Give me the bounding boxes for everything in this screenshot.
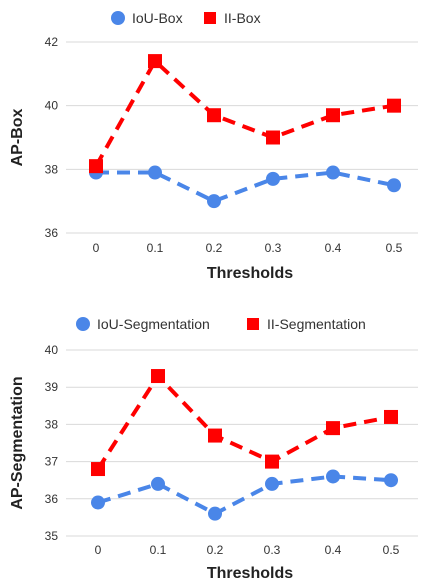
data-point (265, 454, 279, 469)
data-point (387, 98, 401, 113)
legend-item: II-Segmentation (247, 316, 366, 332)
series-line (94, 57, 395, 168)
y-tick-label: 40 (45, 99, 59, 113)
data-point (266, 171, 280, 186)
y-tick-label: 35 (45, 529, 59, 543)
y-tick-label: 40 (45, 343, 59, 357)
series-line (96, 170, 395, 204)
y-tick-label: 38 (45, 417, 59, 431)
x-tick-label: 0.1 (150, 543, 167, 557)
legend-square-icon (204, 12, 216, 24)
x-tick-label: 0.5 (383, 543, 400, 557)
legend-label: IoU-Box (132, 10, 183, 26)
data-point (91, 495, 105, 510)
y-tick-label: 42 (45, 35, 59, 49)
data-point (326, 108, 340, 123)
data-point (91, 462, 105, 477)
data-point (326, 469, 340, 484)
y-tick-label: 37 (45, 455, 59, 469)
x-tick-label: 0 (95, 543, 102, 557)
data-point (384, 473, 398, 488)
x-tick-label: 0.3 (264, 543, 281, 557)
x-tick-label: 0.3 (265, 241, 282, 255)
data-point (151, 369, 165, 384)
x-axis-title: Thresholds (207, 265, 293, 282)
data-point (387, 178, 401, 193)
data-point (265, 476, 279, 491)
chart-1: 36 38 40 42 0 0.1 0.2 0.3 0.4 0.5 Thresholds AP-Box… (9, 10, 418, 282)
legend-circle-icon (111, 11, 125, 25)
x-tick-label: 0.4 (325, 241, 342, 255)
data-point (326, 165, 340, 180)
data-point (148, 54, 162, 69)
x-tick-label: 0.1 (147, 241, 164, 255)
x-tick-label: 0.2 (206, 241, 223, 255)
data-point (89, 159, 103, 174)
y-tick-label: 36 (45, 226, 59, 240)
series-IoU-Box (89, 165, 401, 209)
y-axis-title: AP-Box (9, 109, 26, 167)
y-tick-label: 38 (45, 162, 59, 176)
data-point (207, 194, 221, 209)
data-point (326, 421, 340, 436)
y-tick-label: 39 (45, 380, 59, 394)
x-tick-label: 0.5 (386, 241, 403, 255)
series-IoU-Segmentation (91, 469, 398, 521)
legend-label: II-Segmentation (267, 316, 366, 332)
legend-item: IoU-Segmentation (76, 316, 210, 332)
series-line (96, 372, 392, 471)
data-point (266, 130, 280, 145)
legend-label: II-Box (224, 10, 261, 26)
y-axis-title: AP-Segmentation (9, 376, 26, 509)
legend-square-icon (247, 318, 259, 330)
data-point (208, 428, 222, 443)
legend-circle-icon (76, 317, 90, 331)
x-axis-title: Thresholds (207, 565, 293, 582)
legend-item: IoU-Box (111, 10, 183, 26)
series-II-Segmentation (91, 369, 398, 477)
x-tick-label: 0 (93, 241, 100, 255)
data-point (207, 108, 221, 123)
chart-2: 35 36 37 38 39 40 0 0.1 0.2 0.3 0.4 0.5 Thresholds AP… (9, 316, 418, 582)
x-tick-label: 0.4 (325, 543, 342, 557)
data-point (208, 506, 222, 521)
legend-item: II-Box (204, 10, 261, 26)
data-point (151, 476, 165, 491)
series-line (97, 474, 392, 516)
y-tick-label: 36 (45, 492, 59, 506)
series-II-Box (89, 54, 401, 174)
legend-label: IoU-Segmentation (97, 316, 210, 332)
data-point (148, 165, 162, 180)
data-point (384, 409, 398, 424)
x-tick-label: 0.2 (207, 543, 224, 557)
